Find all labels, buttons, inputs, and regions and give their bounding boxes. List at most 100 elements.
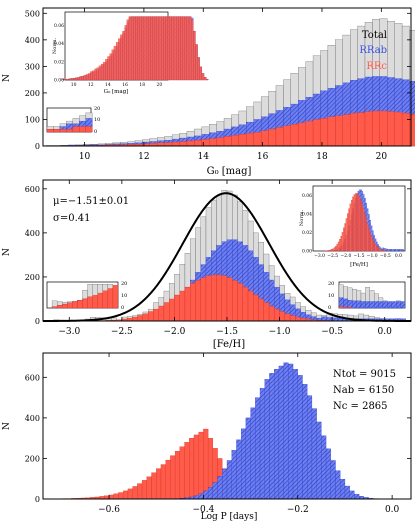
p2-inset-bar xyxy=(368,227,370,252)
p3-bar-rrc xyxy=(127,488,133,500)
p2-zoomR-bar-rrab xyxy=(343,298,348,309)
p3-ytick-label: 400 xyxy=(25,414,40,423)
p2-x-ticks: −3.0 −2.5 −2.0 −1.5 −1.0 −0.5 0.0 xyxy=(58,180,392,337)
p1-inset-bar xyxy=(178,16,181,81)
p1-inset-bar xyxy=(77,77,80,81)
p2-zoomL-bar-rrc xyxy=(92,295,98,309)
p3-annotation-ntot: Ntot = 9015 xyxy=(333,369,396,380)
p1-inset-bar xyxy=(122,30,125,81)
p2-zoomL-bar-rrc xyxy=(56,305,63,309)
p3-annotation-nc: Nc = 2865 xyxy=(333,401,388,412)
p2-zoomR-bar-rrab xyxy=(347,300,353,309)
p3-bar-rrab xyxy=(288,363,294,500)
p2-inset-bar xyxy=(372,239,374,252)
p3-xtick-label: 0.0 xyxy=(385,505,400,515)
p2-bar-rrc xyxy=(268,305,275,322)
p1-inset-bar xyxy=(158,16,162,81)
p1-inset-bar xyxy=(124,25,127,81)
p3-bar-rrab xyxy=(236,439,242,500)
p3-bar-rrc xyxy=(170,455,176,500)
p2-inset-xtick: −1.0 xyxy=(367,253,378,259)
p2-zoomR-tick-0: 0 xyxy=(328,305,331,311)
p1-bar-rrc xyxy=(350,112,358,147)
p2-zoomL-bar-rrc xyxy=(62,303,68,309)
p1-inset-bar xyxy=(165,16,168,81)
p2-bar-rrc xyxy=(232,280,238,322)
p1-inset-xtick: 18 xyxy=(139,82,145,88)
p2-zoomR-bar-rrab xyxy=(387,301,392,309)
p3-bar-rrab xyxy=(274,369,280,500)
p2-zoomR-bar-rrab xyxy=(396,301,401,309)
p1-inset-bar xyxy=(105,59,108,81)
p1-inset-bar xyxy=(139,16,142,81)
p2-zoomL-bar-rrc xyxy=(67,302,73,309)
p1-bar-rrc xyxy=(231,135,240,147)
p1-inset-bar xyxy=(199,66,203,81)
p1-ytick-label: 300 xyxy=(25,62,40,71)
p2-inset-bar xyxy=(377,247,379,252)
p2-zoomL-bar-rrc xyxy=(87,296,93,309)
p2-inset-xtick: −2.0 xyxy=(340,253,351,259)
p1-inset-bar xyxy=(182,16,185,81)
p2-zoomR-bar-rrc xyxy=(338,306,344,309)
p1-inset-bar xyxy=(73,78,76,81)
p2-xtick-label: −1.0 xyxy=(269,327,291,337)
p1-inset-bar xyxy=(161,16,164,81)
p1-inset-bar xyxy=(107,56,110,81)
p2-inset-bar xyxy=(343,227,345,252)
p2-inset-ytick: 0.00 xyxy=(302,249,312,255)
p3-bar-rrab xyxy=(269,373,275,500)
p2-bar-rrc xyxy=(253,294,259,322)
p2-bar-rrc xyxy=(158,305,165,322)
p2-inset-bars xyxy=(324,189,404,252)
p3-ytick-label: 0 xyxy=(35,495,40,504)
p1-bar-rrc xyxy=(164,142,173,147)
p1-bar-rrc xyxy=(171,141,180,147)
p2-ytick-label: 600 xyxy=(25,185,40,194)
p1-inset-bar xyxy=(173,16,177,81)
p1-inset-bar xyxy=(167,16,170,81)
p2-annotation-mu: μ=−1.51±0.01 xyxy=(53,196,129,207)
p2-bar-rrc xyxy=(211,274,217,322)
p3-x-axis-label: Log P [days] xyxy=(201,512,258,522)
p3-bars xyxy=(61,362,383,500)
p2-zoom-inset-left: 0 10 20 xyxy=(46,281,127,311)
p1-bar-rrc xyxy=(275,127,284,147)
p2-inset-bar xyxy=(402,249,404,252)
p3-y-ticks: 0 200 400 600 xyxy=(25,373,411,504)
p2-zoomR-bar-rrab xyxy=(374,301,379,309)
p2-zoomR-bar-rrab xyxy=(391,301,397,309)
p3-bar-rrc xyxy=(132,486,138,500)
p2-zoomR-bar-rrc xyxy=(343,307,348,309)
p1-bar-rrc xyxy=(409,114,415,147)
p2-inset-bar xyxy=(383,250,386,252)
p3-bar-rrab xyxy=(226,460,232,500)
p1-bar-rrc xyxy=(372,110,380,147)
p1-inset-bar xyxy=(79,76,82,81)
p1-zoom-bar-rrc xyxy=(72,126,80,133)
p3-bar-rrc xyxy=(137,483,143,500)
p3-bar-rrab xyxy=(250,407,256,500)
p2-inset-bar xyxy=(370,236,373,252)
p2-inset-x-label: [Fe/H] xyxy=(350,262,368,268)
p3-xtick-label: −0.4 xyxy=(192,505,214,515)
p1-inset-bar xyxy=(111,49,115,81)
p1-bar-rrc xyxy=(387,111,395,147)
p3-ytick-label: 600 xyxy=(25,373,40,382)
p1-zoom-bar-rrc xyxy=(85,126,93,133)
p1-inset-bar xyxy=(85,74,89,81)
p2-inset-bar xyxy=(379,249,382,252)
p2-bar-rrc xyxy=(184,286,191,322)
p2-inset-bar xyxy=(327,250,329,252)
p2-bar-rrc xyxy=(237,283,243,322)
p2-xtick-label: 0.0 xyxy=(378,327,393,337)
p2-zoomR-bar-rrab xyxy=(378,301,384,309)
p1-zoom-tick-10: 10 xyxy=(94,117,100,123)
p3-bar-rrab xyxy=(330,460,336,500)
p1-inset-bar xyxy=(197,57,200,81)
p3-frame xyxy=(42,352,412,500)
p3-bar-rrc xyxy=(189,438,195,500)
